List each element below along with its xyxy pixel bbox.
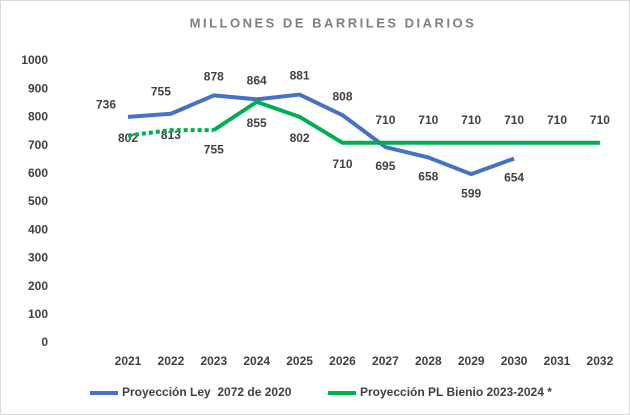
data-label: 710 — [418, 113, 438, 127]
y-tick-label: 100 — [28, 307, 48, 321]
x-tick-label: 2031 — [544, 354, 571, 368]
y-tick-label: 900 — [28, 81, 48, 95]
x-tick-label: 2027 — [372, 354, 399, 368]
y-tick-label: 1000 — [21, 53, 48, 67]
data-label: 710 — [590, 113, 610, 127]
x-tick-label: 2021 — [115, 354, 142, 368]
y-tick-label: 700 — [28, 138, 48, 152]
data-label: 802 — [290, 131, 310, 145]
data-label: 710 — [461, 113, 481, 127]
x-tick-label: 2022 — [158, 354, 185, 368]
y-tick-label: 600 — [28, 166, 48, 180]
data-label: 802 — [118, 131, 138, 145]
legend-label: Proyección PL Bienio 2023-2024 * — [360, 385, 552, 399]
x-tick-label: 2026 — [329, 354, 356, 368]
data-label: 710 — [375, 113, 395, 127]
x-tick-label: 2029 — [458, 354, 485, 368]
data-label: 599 — [461, 186, 481, 200]
data-label: 878 — [204, 70, 224, 84]
chart-title: MILLONES DE BARRILES DIARIOS — [190, 15, 477, 30]
y-tick-label: 0 — [41, 335, 48, 349]
data-label: 808 — [332, 89, 352, 103]
data-label: 755 — [151, 84, 171, 98]
legend-label: Proyección Ley 2072 de 2020 — [122, 385, 292, 399]
x-tick-label: 2032 — [587, 354, 614, 368]
data-label: 881 — [290, 69, 310, 83]
data-label: 855 — [247, 116, 267, 130]
y-tick-label: 300 — [28, 251, 48, 265]
y-tick-label: 500 — [28, 194, 48, 208]
x-tick-label: 2025 — [286, 354, 313, 368]
data-label: 736 — [96, 98, 116, 112]
x-tick-label: 2030 — [501, 354, 528, 368]
series-line — [127, 128, 214, 138]
data-label: 710 — [504, 113, 524, 127]
data-label: 710 — [547, 113, 567, 127]
data-label: 864 — [247, 74, 267, 88]
series-line — [212, 99, 600, 145]
data-label: 658 — [418, 170, 438, 184]
data-label: 755 — [204, 142, 224, 156]
series-line — [127, 92, 515, 177]
data-label: 654 — [504, 171, 524, 185]
x-tick-label: 2024 — [243, 354, 270, 368]
x-tick-label: 2023 — [200, 354, 227, 368]
y-tick-label: 200 — [28, 279, 48, 293]
y-tick-label: 800 — [28, 110, 48, 124]
data-label: 695 — [375, 159, 395, 173]
y-tick-label: 400 — [28, 222, 48, 236]
data-label: 710 — [332, 157, 352, 171]
x-tick-label: 2028 — [415, 354, 442, 368]
